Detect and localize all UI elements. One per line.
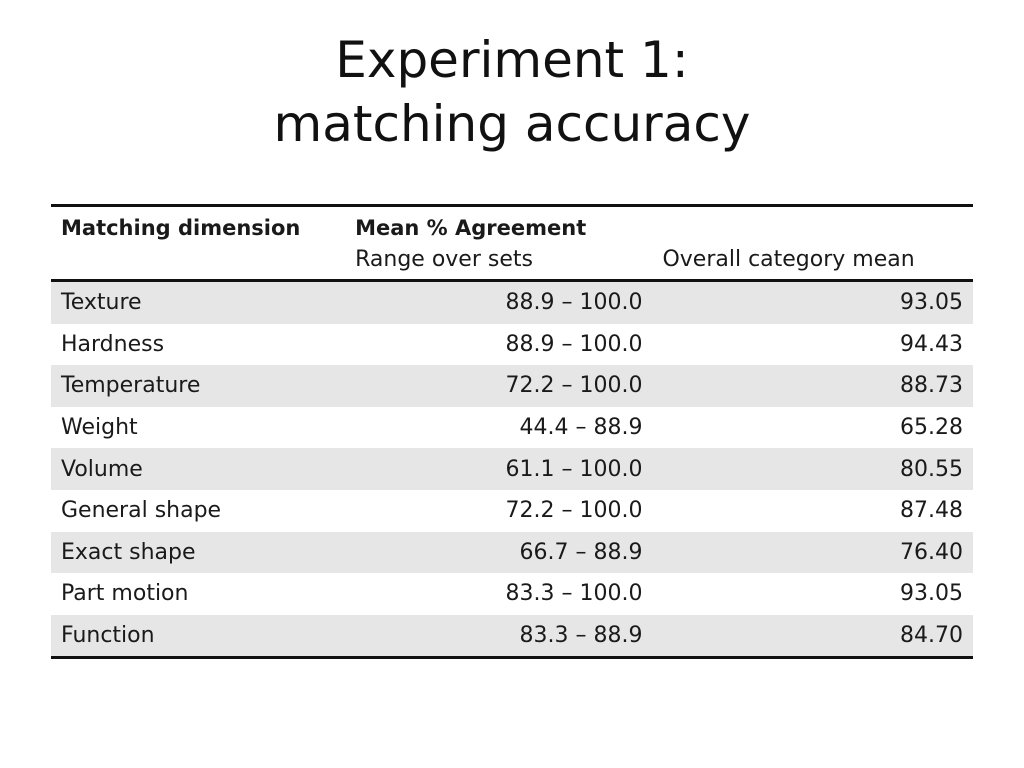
cell-range: 72.2 – 100.0 — [505, 373, 643, 399]
title-line-1: Experiment 1: — [335, 31, 689, 89]
cell-mean: 76.40 — [900, 539, 963, 565]
table-row: Hardness 88.9 – 100.0 94.43 — [51, 323, 973, 366]
cell-mean: 88.73 — [900, 373, 963, 399]
header-overall-mean: Overall category mean — [652, 206, 973, 281]
slide-title: Experiment 1: matching accuracy — [0, 28, 1024, 156]
cell-dimension: Exact shape — [61, 539, 196, 565]
matching-accuracy-table: Matching dimension Mean % Agreement Rang… — [51, 204, 973, 659]
cell-range: 61.1 – 100.0 — [505, 456, 643, 482]
table-row: Volume 61.1 – 100.0 80.55 — [51, 448, 973, 490]
cell-range: 66.7 – 88.9 — [519, 539, 643, 565]
table-row: Exact shape 66.7 – 88.9 76.40 — [51, 531, 973, 574]
cell-range: 72.2 – 100.0 — [505, 498, 643, 524]
header-group-label: Mean % Agreement — [355, 216, 587, 240]
cell-dimension: Weight — [61, 415, 138, 441]
cell-dimension: Function — [61, 623, 155, 649]
cell-mean: 87.48 — [900, 498, 963, 524]
cell-mean: 94.43 — [900, 331, 963, 357]
header-matching-dimension: Matching dimension — [51, 206, 345, 281]
header-range-label: Range over sets — [355, 247, 533, 272]
table-row: Part motion 83.3 – 100.0 93.05 — [51, 573, 973, 615]
cell-range: 83.3 – 88.9 — [519, 623, 643, 649]
header-mean-agreement: Mean % Agreement Range over sets — [345, 206, 652, 281]
cell-range: 83.3 – 100.0 — [505, 581, 643, 607]
header-row: Matching dimension Mean % Agreement Rang… — [51, 205, 973, 281]
table-row: Temperature 72.2 – 100.0 88.73 — [51, 365, 973, 407]
cell-dimension: Hardness — [61, 331, 165, 357]
cell-mean: 84.70 — [900, 623, 963, 649]
header-overall-label: Overall category mean — [662, 247, 915, 272]
cell-dimension: Part motion — [61, 581, 189, 607]
table-row: Weight 44.4 – 88.9 65.28 — [51, 406, 973, 449]
cell-dimension: General shape — [61, 498, 222, 524]
cell-mean: 93.05 — [900, 581, 963, 607]
cell-mean: 93.05 — [900, 290, 963, 316]
table-header: Matching dimension Mean % Agreement Rang… — [51, 205, 973, 281]
cell-mean: 65.28 — [900, 415, 963, 441]
cell-dimension: Texture — [61, 290, 142, 316]
cell-range: 88.9 – 100.0 — [505, 290, 643, 316]
title-line-2: matching accuracy — [273, 95, 751, 153]
cell-range: 88.9 – 100.0 — [505, 331, 643, 357]
cell-range: 44.4 – 88.9 — [519, 415, 643, 441]
table-row: Function 83.3 – 88.9 84.70 — [51, 614, 973, 658]
table-body: Texture 88.9 – 100.0 93.05 Hardness 88.9… — [51, 280, 973, 658]
cell-dimension: Volume — [61, 456, 143, 482]
table-row: Texture 88.9 – 100.0 93.05 — [51, 280, 973, 324]
cell-mean: 80.55 — [900, 456, 963, 482]
header-dimension-label: Matching dimension — [61, 216, 301, 240]
cell-dimension: Temperature — [61, 373, 201, 399]
table-row: General shape 72.2 – 100.0 87.48 — [51, 489, 973, 532]
